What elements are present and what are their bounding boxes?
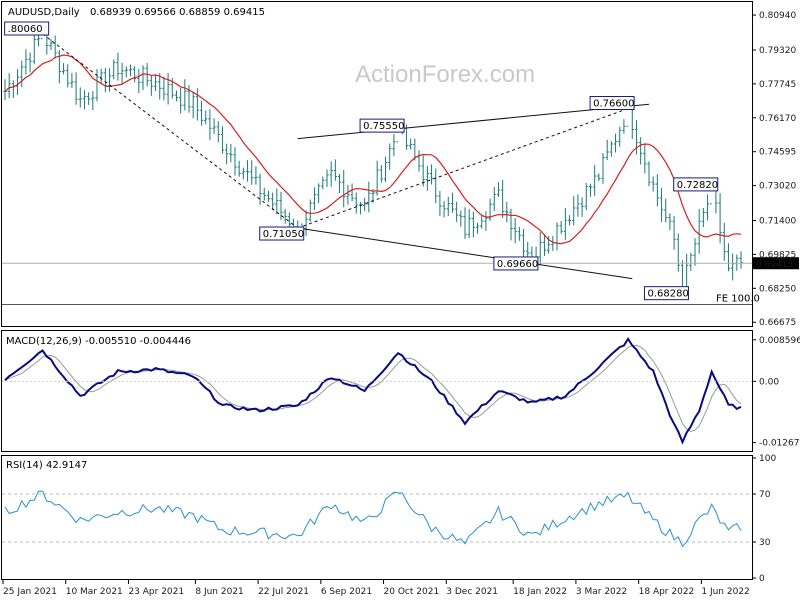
y-tick-label: 0.008596 bbox=[759, 336, 800, 346]
rsi-lines bbox=[2, 490, 752, 548]
x-tick-label: 22 Jul 2021 bbox=[258, 587, 309, 597]
chart-ohlc: 0.68939 0.69566 0.68859 0.69415 bbox=[90, 7, 265, 18]
macd-line bbox=[4, 337, 742, 445]
x-tick-label: 20 Oct 2021 bbox=[384, 587, 440, 597]
main-price-bars bbox=[3, 21, 743, 300]
price-label-box bbox=[259, 226, 305, 241]
fe-label: FE 100.0 bbox=[716, 293, 760, 304]
x-tick-label: 3 Dec 2021 bbox=[446, 587, 498, 597]
y-tick-label: 0.73020 bbox=[759, 182, 796, 192]
y-tick-label: -0.01267 bbox=[759, 439, 799, 449]
chart-symbol: AUDUSD,Daily bbox=[8, 7, 80, 18]
y-tick-label: 0.79320 bbox=[759, 46, 796, 56]
x-axis: 25 Jan 2021 10 Mar 2021 23 Apr 2021 8 Jun 2… bbox=[2, 579, 750, 597]
y-tick-label: 0 bbox=[759, 574, 765, 584]
x-tick-label: 1 Jun 2022 bbox=[701, 587, 749, 597]
y-tick-label: 0.69825 bbox=[759, 250, 796, 260]
price-label-box bbox=[643, 286, 689, 301]
y-tick-label: 70 bbox=[759, 490, 771, 500]
y-tick-label: 0.66675 bbox=[759, 318, 796, 328]
y-tick-label: 0.77745 bbox=[759, 80, 796, 90]
y-axes: 0.80940 0.79320 0.77745 0.76170 0.74595 0.730… bbox=[752, 11, 800, 584]
y-tick-label: 0.68250 bbox=[759, 284, 796, 294]
y-tick-label: 0.71400 bbox=[759, 216, 796, 226]
x-tick-label: 18 Jan 2022 bbox=[513, 587, 567, 597]
x-tick-label: 10 Mar 2021 bbox=[66, 587, 123, 597]
price-label-box bbox=[493, 256, 539, 271]
rsi-title: RSI(14) 42.9147 bbox=[6, 460, 87, 471]
x-tick-label: 8 Jun 2021 bbox=[195, 587, 243, 597]
channel-lower-line bbox=[297, 227, 633, 280]
x-tick-label: 18 Apr 2022 bbox=[639, 587, 695, 597]
price-label: 0.71050 bbox=[263, 229, 304, 240]
y-tick-label: 0.80940 bbox=[759, 11, 796, 21]
price-label: 0.75550 bbox=[363, 121, 404, 132]
price-label: 0.68280 bbox=[647, 289, 688, 300]
macd-signal-line bbox=[4, 344, 742, 432]
x-tick-label: 6 Sep 2021 bbox=[321, 587, 372, 597]
main-sma-line bbox=[4, 54, 742, 245]
y-tick-label: 0.76170 bbox=[759, 114, 796, 124]
price-label-box bbox=[359, 118, 405, 133]
rsi-line bbox=[4, 490, 742, 548]
current-price-label: 0.69415 bbox=[756, 260, 793, 270]
price-label-box bbox=[673, 177, 719, 192]
x-tick-label: 3 Mar 2022 bbox=[576, 587, 627, 597]
main-trendlines: FE 100.0 bbox=[2, 33, 760, 305]
price-label: 0.72820 bbox=[677, 180, 718, 191]
rsi-panel-frame bbox=[1, 455, 753, 580]
fib-line-dashed bbox=[297, 108, 629, 229]
y-tick-label: 30 bbox=[759, 538, 771, 548]
current-price-tag bbox=[753, 257, 799, 270]
y-tick-label: 0.00 bbox=[759, 377, 779, 387]
watermark: ActionForex.com bbox=[355, 61, 535, 88]
price-label-box bbox=[589, 96, 635, 111]
macd-lines bbox=[2, 337, 752, 445]
main-annotations: .80060 0.71050 0.75550 0.69660 0.76600 0.6828… bbox=[4, 21, 719, 301]
x-tick-label: 25 Jan 2021 bbox=[3, 587, 57, 597]
y-tick-label: 0.74595 bbox=[759, 148, 796, 158]
macd-title: MACD(12,26,9) -0.005510 -0.004446 bbox=[6, 336, 191, 347]
macd-panel-frame bbox=[1, 330, 753, 452]
price-label: 0.76600 bbox=[593, 99, 634, 110]
y-tick-label: 100 bbox=[759, 454, 776, 464]
price-label: .80060 bbox=[8, 24, 43, 35]
x-tick-label: 23 Apr 2021 bbox=[128, 587, 184, 597]
price-label-box bbox=[4, 21, 50, 36]
sma-line bbox=[4, 54, 742, 245]
price-label: 0.69660 bbox=[497, 259, 538, 270]
